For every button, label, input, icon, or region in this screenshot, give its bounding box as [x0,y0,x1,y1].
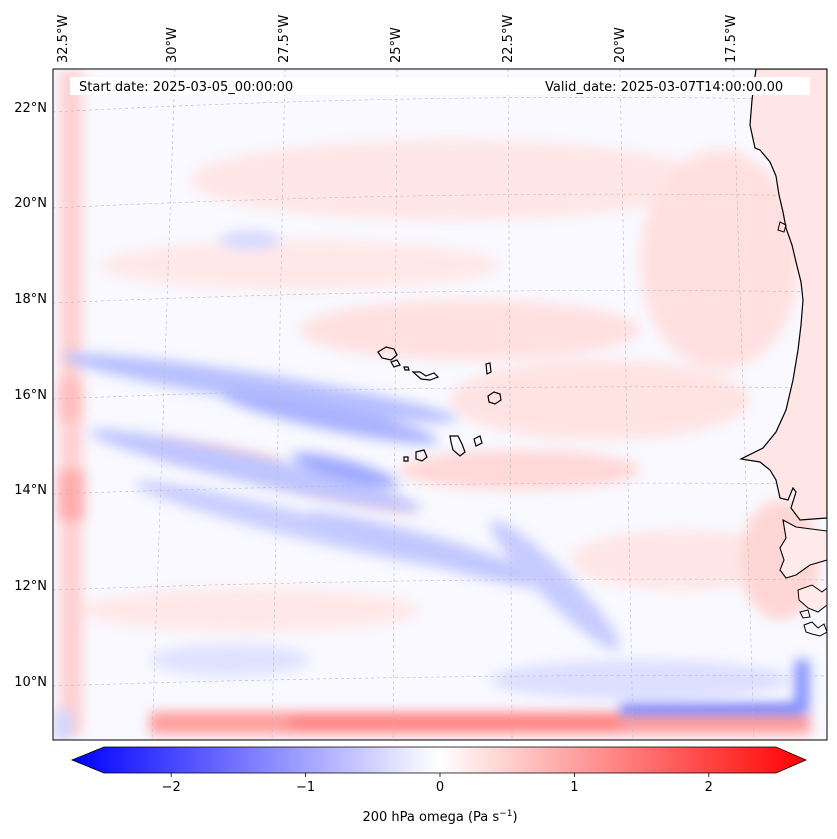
lat-label-20n: 20°N [14,196,47,211]
colorbar-bar [70,746,808,774]
gridline-lat-18n [53,290,827,304]
latitude-labels: 22°N 20°N 18°N 16°N 14°N 12°N 10°N [14,101,47,690]
lon-label-17-5w: 17.5°W [724,15,739,63]
colorbar-ticks: −2 −1 0 1 2 [162,773,713,795]
map-panel: Start date: 2025-03-05_00:00:00 Valid_da… [52,68,828,741]
gridline-lon-25w [392,69,398,740]
coastal-island [777,221,787,233]
gridline-lat-22n [53,97,827,113]
gridline-lat-14n [53,482,827,495]
lat-label-16n: 16°N [14,388,47,403]
island-fogo [415,449,428,462]
gridlines [53,69,827,740]
africa-landmass [739,69,827,637]
colorbar-tick-label-minus-2: −2 [162,780,181,795]
lat-label-12n: 12°N [14,579,47,594]
island-brava [403,456,409,462]
island-santo-antao [377,346,398,361]
lon-label-27-5w: 27.5°W [277,15,292,63]
bijagos-island [799,609,811,619]
gridline-lat-20n [53,193,827,209]
colorbar-label-sup: −1 [499,809,512,819]
gridline-lat-12n [53,578,827,591]
gridline-lon-17-5w [732,69,755,740]
coastline-west-africa [739,69,827,521]
gridline-lon-27-5w [271,69,286,740]
island-boa-vista [487,391,502,405]
map-frame [52,68,828,741]
lat-label-18n: 18°N [14,292,47,307]
coastline-guinea-bissau [779,518,827,579]
info-banner [70,77,810,95]
colorbar-tick-label-minus-1: −1 [296,780,315,795]
negative-omega-areas [54,231,809,740]
lat-label-22n: 22°N [14,101,47,116]
gridline-lon-22-5w [507,69,513,740]
lat-label-10n: 10°N [14,675,47,690]
lon-label-32-5w: 32.5°W [56,15,71,63]
colorbar: −2 −1 0 1 2 200 hPa omega (Pa s−1) [70,746,808,825]
lat-label-14n: 14°N [14,483,47,498]
lon-label-20w: 20°W [613,27,628,63]
lon-label-22-5w: 22.5°W [501,15,516,63]
gridline-lat-10n [53,675,827,687]
cape-verde-islands [377,346,502,462]
longitude-labels: 32.5°W 30°W 27.5°W 25°W 22.5°W 20°W 17.5… [56,15,739,63]
colorbar-tick-label-0: 0 [436,780,444,795]
colorbar-label-text: 200 hPa omega (Pa s [362,810,499,825]
gridline-lon-20w [619,69,634,740]
omega-field [53,69,827,740]
island-maio [473,435,483,447]
coastline-sierra-leone [803,621,827,637]
colorbar-label: 200 hPa omega (Pa s−1) [362,809,517,825]
colorbar-tick-label-1: 1 [570,780,578,795]
start-date-label: Start date: 2025-03-05_00:00:00 [79,80,293,95]
island-sao-nicolau [411,371,440,381]
lon-label-30w: 30°W [165,27,180,63]
colorbar-tick-label-2: 2 [705,780,713,795]
positive-omega-areas [57,70,820,735]
gridline-lon-30w [151,69,176,740]
island-santa-luzia [403,366,410,371]
lon-label-25w: 25°W [389,27,404,63]
coastline-guinea [797,584,827,613]
island-sao-vicente [390,359,401,368]
island-santiago [449,435,466,457]
island-sal [485,362,492,375]
colorbar-label-close: ) [512,810,517,825]
valid-date-label: Valid_date: 2025-03-07T14:00:00.00 [545,80,783,95]
